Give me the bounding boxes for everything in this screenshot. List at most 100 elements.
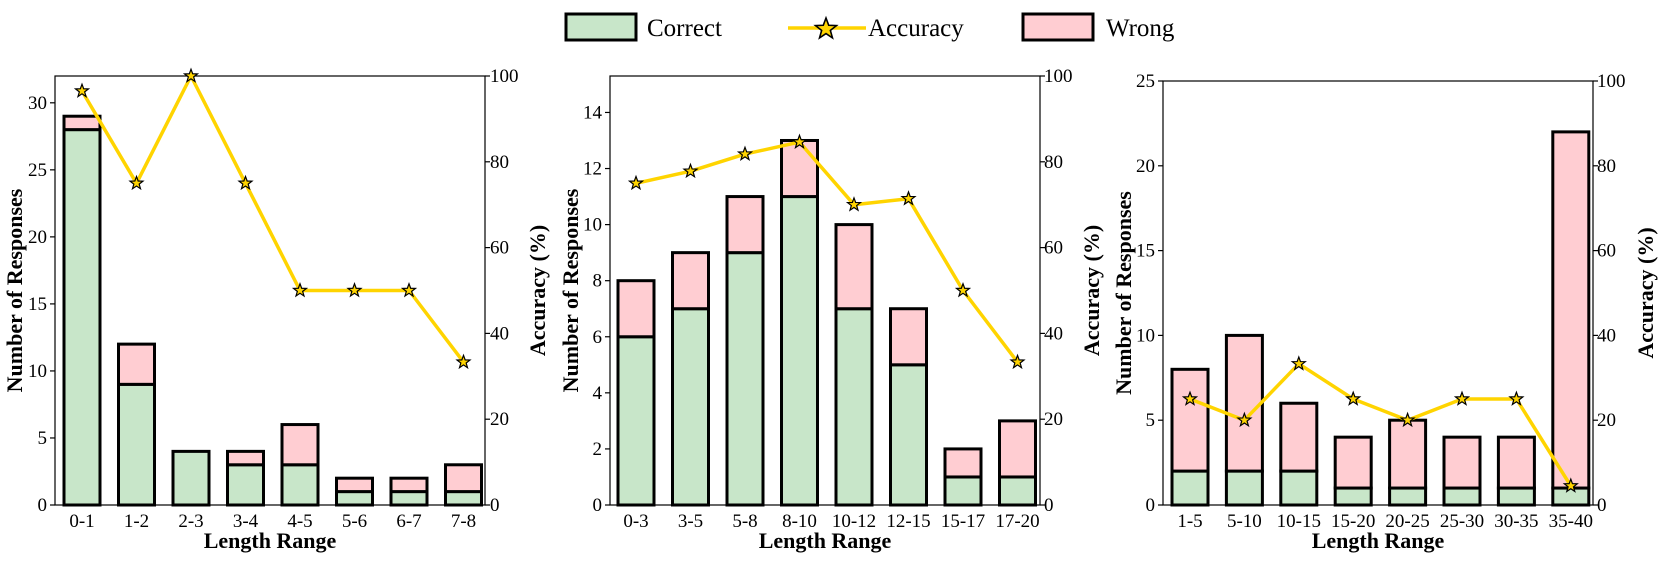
x-tick-label: 2-3: [178, 511, 203, 532]
accuracy-point: [900, 190, 917, 206]
plot-frame: [1162, 80, 1594, 506]
y-axis-title: Number of Responses: [1111, 191, 1136, 395]
bar-wrong: [1551, 130, 1591, 490]
y2-tick-label: 40: [1044, 323, 1063, 344]
bar-correct: [1551, 486, 1591, 507]
accuracy-point: [1508, 390, 1525, 406]
accuracy-point: [736, 145, 754, 162]
accuracy-point: [182, 67, 200, 83]
legend-star-accuracy: [813, 15, 839, 40]
y-axis-title: Number of Responses: [2, 188, 27, 392]
y-axis-title: Number of Responses: [558, 188, 583, 392]
x-tick-label: 15-20: [1331, 511, 1375, 532]
y2-axis-title: Accuracy (%): [1079, 225, 1104, 356]
x-tick-label: 7-8: [451, 511, 476, 532]
y-tick-label: 5: [38, 428, 48, 449]
accuracy-point: [73, 82, 91, 98]
x-tick-label: 5-6: [342, 511, 367, 532]
y2-tick-label: 20: [490, 409, 509, 430]
y-tick-label: 10: [28, 361, 47, 382]
bar-correct: [834, 307, 874, 507]
x-tick-label: 10-15: [1277, 511, 1321, 532]
y2-tick-label: 60: [490, 238, 509, 259]
bar-wrong: [616, 279, 656, 339]
y2-tick-label: 20: [1597, 410, 1616, 431]
bar-correct: [171, 449, 211, 507]
bar-correct: [389, 490, 429, 507]
accuracy-line: [1189, 362, 1573, 487]
y2-tick-label: 100: [1597, 71, 1626, 92]
y2-axis-title: Accuracy (%): [1633, 227, 1658, 358]
accuracy-point: [1009, 353, 1026, 370]
y-tick-label: 10: [583, 215, 602, 236]
accuracy-point: [1453, 390, 1471, 406]
bar-correct: [335, 490, 374, 507]
bar-correct: [998, 475, 1037, 507]
bar-correct: [1442, 486, 1482, 507]
y-tick-label: 4: [593, 383, 603, 404]
bar-correct: [671, 307, 710, 507]
y2-tick-label: 60: [1597, 241, 1616, 262]
y-tick-label: 20: [28, 227, 47, 248]
legend-swatch-wrong: [1021, 12, 1095, 42]
x-tick-label: 5-8: [732, 511, 757, 532]
bar-correct: [943, 475, 983, 507]
bar-wrong: [998, 419, 1037, 479]
legend: Correct Accuracy Wrong: [564, 12, 1175, 42]
x-tick-label: 8-10: [782, 511, 817, 532]
y2-tick-label: 100: [1044, 66, 1073, 87]
bar-wrong: [280, 423, 320, 467]
y-tick-label: 30: [28, 93, 47, 114]
plot-frame: [54, 75, 486, 506]
bar-wrong: [671, 251, 710, 311]
x-tick-label: 3-5: [678, 511, 703, 532]
x-tick-label: 35-40: [1549, 511, 1593, 532]
accuracy-point: [455, 353, 472, 370]
y-tick-label: 25: [28, 160, 47, 181]
legend-label-correct: Correct: [647, 15, 722, 42]
y-tick-label: 20: [1136, 156, 1155, 177]
bar-wrong: [62, 114, 102, 132]
accuracy-point: [1181, 390, 1199, 406]
bar-correct: [1279, 469, 1319, 507]
bar-wrong: [1442, 435, 1482, 490]
bar-wrong: [889, 307, 928, 367]
x-tick-label: 25-30: [1440, 511, 1484, 532]
accuracy-point: [954, 281, 972, 298]
x-axis-title: Length Range: [759, 528, 892, 553]
bar-wrong: [226, 449, 265, 467]
y2-tick-label: 20: [1044, 409, 1063, 430]
y-tick-label: 25: [1136, 71, 1155, 92]
x-axis-title: Length Range: [1312, 528, 1445, 553]
accuracy-point: [400, 281, 418, 298]
bar-wrong: [1333, 435, 1373, 490]
accuracy-point: [1290, 355, 1307, 371]
bar-wrong: [834, 223, 874, 311]
y-tick-label: 14: [583, 102, 603, 123]
y2-tick-label: 100: [490, 66, 519, 87]
x-tick-label: 20-25: [1385, 511, 1429, 532]
y-tick-label: 2: [593, 439, 603, 460]
accuracy-point: [1236, 411, 1253, 428]
x-tick-label: 0-3: [623, 511, 648, 532]
bar-wrong: [943, 447, 983, 479]
x-tick-label: 12-15: [886, 511, 930, 532]
bar-correct: [1170, 469, 1210, 507]
x-tick-label: 1-5: [1177, 511, 1202, 532]
y-tick-label: 8: [593, 271, 603, 292]
bar-correct: [117, 382, 156, 507]
y-tick-label: 0: [38, 495, 48, 516]
legend-swatch-correct: [564, 12, 638, 42]
legend-label-accuracy: Accuracy: [868, 15, 964, 42]
bar-correct: [616, 335, 656, 507]
accuracy-point: [627, 174, 645, 191]
bar-correct: [62, 128, 102, 507]
y-tick-label: 15: [28, 294, 47, 315]
bar-wrong: [1170, 367, 1210, 473]
x-tick-label: 30-35: [1494, 511, 1538, 532]
bar-wrong: [389, 476, 429, 494]
chart-panel-2: 0 2 4 6 8 10 12 14 0 20 40 60 80 100 0-3 3-5 5-8 8-10 10-1…: [558, 66, 1104, 553]
y2-tick-label: 0: [1044, 495, 1054, 516]
